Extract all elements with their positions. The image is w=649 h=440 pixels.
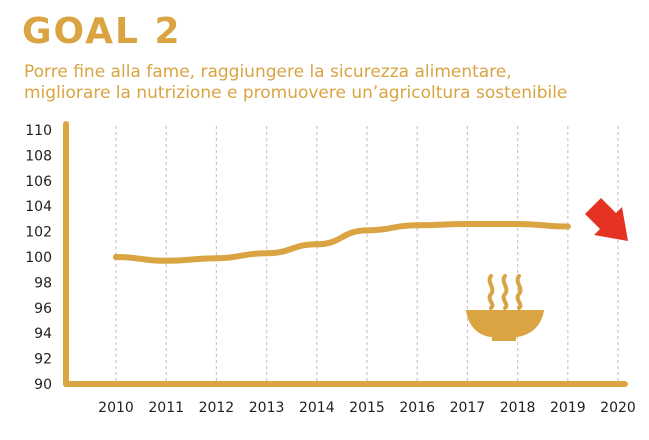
y-tick-label-98: 98 [34, 275, 52, 291]
y-tick-label-110: 110 [25, 123, 52, 139]
series-group [113, 220, 571, 264]
goal-title: GOAL 2 [22, 11, 182, 52]
data-point-2014 [313, 241, 320, 248]
x-tick-label-2014: 2014 [299, 400, 335, 416]
data-point-2011 [163, 257, 170, 264]
y-tick-label-90: 90 [34, 377, 52, 393]
y-tick-label-92: 92 [34, 352, 52, 368]
data-point-2012 [213, 255, 220, 262]
x-tick-label-2015: 2015 [349, 400, 385, 416]
x-tick-label-2018: 2018 [500, 400, 536, 416]
y-tick-label-108: 108 [25, 148, 52, 164]
y-tick-label-102: 102 [25, 225, 52, 241]
series-line-0 [113, 220, 571, 264]
data-point-2019 [564, 223, 571, 230]
data-point-2016 [414, 222, 421, 229]
goal-subtitle-line1: Porre fine alla fame, raggiungere la sic… [24, 62, 512, 82]
chart-grid [115, 126, 619, 384]
data-point-2013 [263, 250, 270, 257]
y-tick-label-94: 94 [34, 326, 52, 342]
x-tick-label-2017: 2017 [450, 400, 486, 416]
data-point-2017 [464, 220, 471, 227]
x-tick-label-2010: 2010 [98, 400, 134, 416]
y-axis-ticks: 90 92 94 96 98 100 102 104 106 108 110 [25, 123, 52, 393]
y-tick-label-106: 106 [25, 174, 52, 190]
x-tick-label-2013: 2013 [249, 400, 285, 416]
goal-subtitle-line2: migliorare la nutrizione e promuovere un… [24, 83, 568, 103]
data-point-2015 [364, 227, 370, 234]
down-arrow-icon [585, 198, 628, 241]
soup-bowl-icon [466, 274, 544, 341]
data-point-2018 [514, 220, 521, 227]
y-tick-label-104: 104 [25, 199, 52, 215]
data-point-2010 [113, 254, 119, 260]
chart-axes [63, 121, 628, 387]
x-tick-label-2012: 2012 [199, 400, 235, 416]
x-axis-ticks: 2010 2011 2012 2013 2014 2015 2016 2017 2018 2019… [98, 400, 636, 416]
x-tick-label-2020: 2020 [600, 400, 636, 416]
x-tick-label-2016: 2016 [399, 400, 435, 416]
x-tick-label-2019: 2019 [550, 400, 586, 416]
x-tick-label-2011: 2011 [148, 400, 184, 416]
y-tick-label-100: 100 [25, 250, 52, 266]
y-tick-label-96: 96 [34, 301, 52, 317]
